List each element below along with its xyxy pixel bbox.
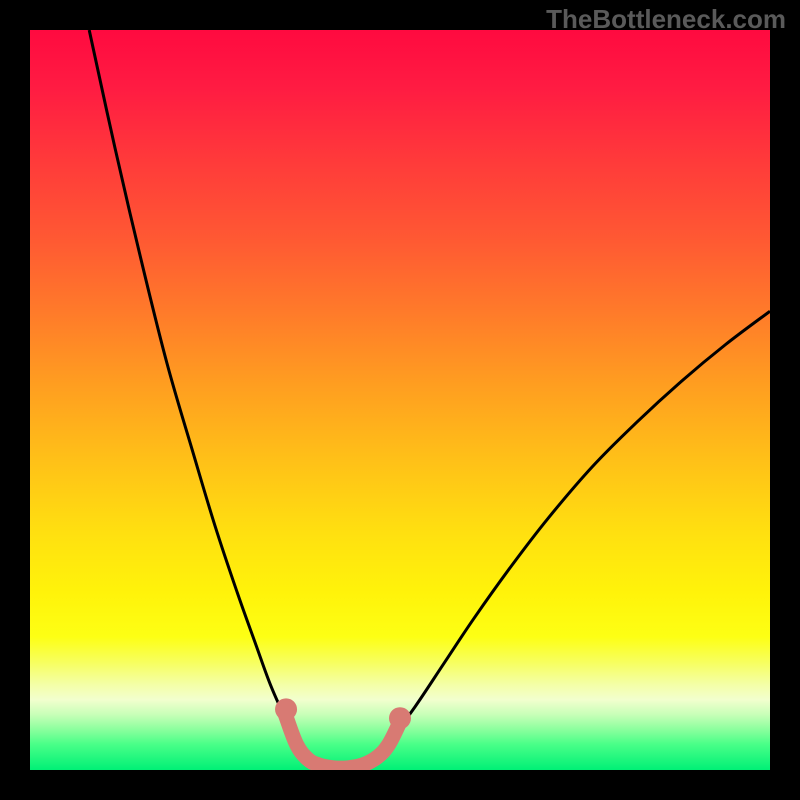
highlight-endpoint-marker [389,707,411,729]
optimal-range-highlight [285,715,400,769]
chart-container: TheBottleneck.com [0,0,800,800]
bottleneck-curve [89,30,770,768]
watermark-text: TheBottleneck.com [546,4,786,35]
curve-plot [0,0,800,800]
highlight-endpoint-marker [275,698,297,720]
